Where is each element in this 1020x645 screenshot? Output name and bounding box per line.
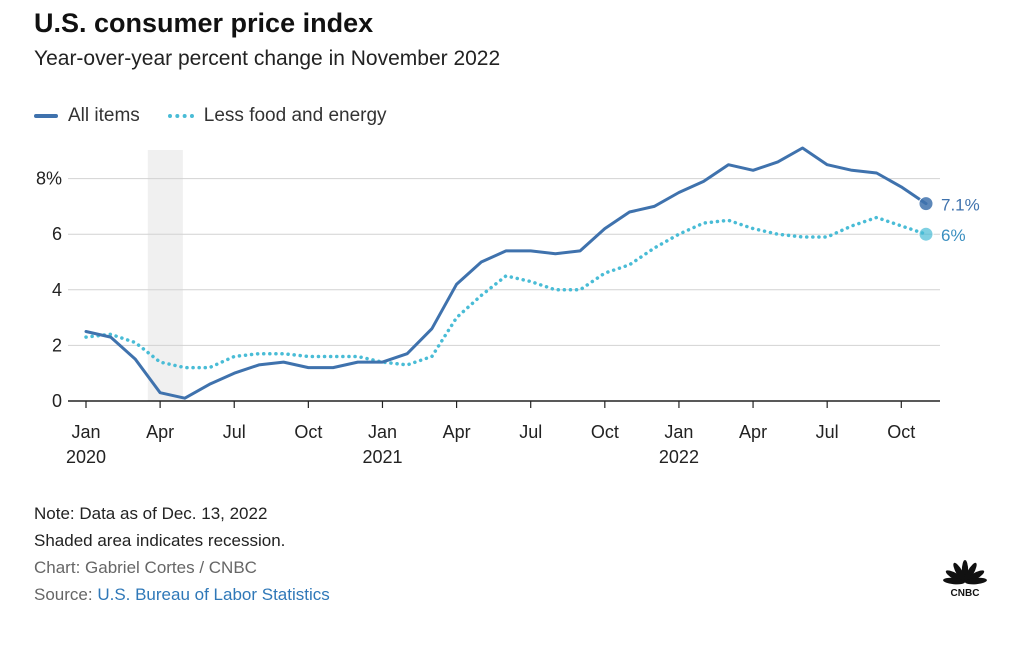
series-core-end-point (918, 226, 934, 242)
y-tick-label: 4 (52, 280, 62, 300)
x-tick-label: Oct (887, 422, 915, 442)
source-link[interactable]: U.S. Bureau of Labor Statistics (97, 585, 330, 604)
x-tick-label: Jul (223, 422, 246, 442)
chart-title: U.S. consumer price index (34, 8, 374, 38)
x-tick-year: 2021 (362, 447, 402, 467)
legend: All items Less food and energy (34, 103, 415, 129)
x-tick-label: Oct (591, 422, 619, 442)
series-all-items-end-label: 7.1% (941, 196, 980, 215)
x-tick-label: Jul (816, 422, 839, 442)
x-tick-label: Jan (368, 422, 397, 442)
series-all-items-line (84, 146, 928, 400)
series-core-end-label: 6% (941, 226, 966, 245)
legend-swatch-solid-icon (34, 114, 58, 118)
x-tick-label: Apr (146, 422, 174, 442)
legend-item-core: Less food and energy (167, 105, 387, 127)
source-prefix: Source: (34, 585, 98, 604)
x-tick-label: Apr (739, 422, 767, 442)
recession-band (147, 150, 183, 401)
legend-swatch-dotted-icon (167, 114, 194, 118)
x-tick-label: Jul (519, 422, 542, 442)
x-tick-label: Jan (71, 422, 100, 442)
chart-subtitle: Year-over-year percent change in Novembe… (34, 47, 501, 70)
x-tick-year: 2020 (66, 447, 106, 467)
y-tick-label: 6 (52, 224, 62, 244)
chart-notes: Note: Data as of Dec. 13, 2022 Shaded ar… (34, 500, 330, 608)
legend-item-all-items: All items (34, 105, 140, 127)
series-core-line (84, 215, 928, 370)
note-credit: Chart: Gabriel Cortes / CNBC (34, 558, 257, 577)
y-tick-label: 8% (36, 169, 62, 189)
cnbc-peacock-logo: CNBC (943, 560, 987, 598)
x-tick-label: Apr (443, 422, 471, 442)
legend-label-all-items: All items (68, 105, 140, 126)
x-tick-year: 2022 (659, 447, 699, 467)
x-tick-label: Jan (664, 422, 693, 442)
series-all-items-end-point (918, 196, 934, 212)
note-recession: Shaded area indicates recession. (34, 531, 286, 550)
x-tick-label: Oct (294, 422, 322, 442)
note-source: Source: U.S. Bureau of Labor Statistics (34, 581, 330, 608)
legend-label-core: Less food and energy (203, 105, 387, 126)
line-chart: 0 2 4 6 8% Jan 2020 Apr Jul Oct Jan 2021 Apr Jul Oct Ja… (36, 146, 980, 467)
y-tick-label: 0 (52, 391, 62, 411)
cnbc-logo-text: CNBC (951, 588, 980, 598)
y-tick-label: 2 (52, 335, 62, 355)
note-date: Note: Data as of Dec. 13, 2022 (34, 504, 268, 523)
